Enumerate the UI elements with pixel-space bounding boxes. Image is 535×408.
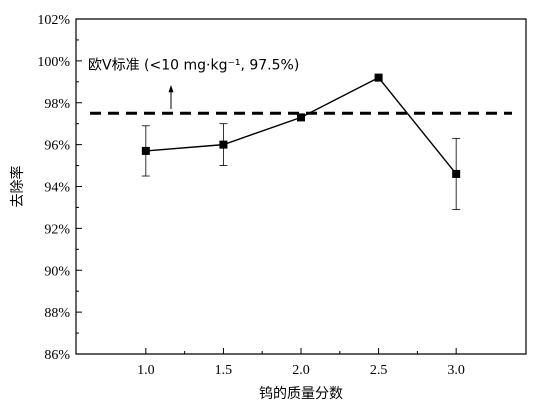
y-tick-label: 102% — [37, 13, 70, 28]
y-tick-label: 98% — [44, 97, 70, 112]
y-tick-label: 88% — [44, 306, 70, 321]
data-point — [452, 169, 461, 178]
axes: 86% 88% 90% 92% 94% 96% 98% 100% 102% 1.0 1.5 2.0 2… — [37, 13, 527, 378]
up-arrow-icon — [168, 84, 174, 110]
data-point — [219, 140, 228, 149]
x-tick-label: 1.0 — [137, 363, 155, 378]
x-ticks: 1.0 1.5 2.0 2.5 3.0 — [137, 348, 465, 378]
x-tick-label: 3.0 — [447, 363, 465, 378]
y-tick-label: 92% — [44, 222, 70, 237]
y-ticks: 86% 88% 90% 92% 94% 96% 98% 100% 102% — [37, 13, 82, 363]
plot-frame — [75, 18, 527, 355]
arrow-head — [168, 84, 174, 93]
data-point — [141, 146, 150, 155]
x-tick-label: 2.5 — [370, 363, 388, 378]
x-tick-label: 1.5 — [215, 363, 233, 378]
series-group — [141, 73, 461, 210]
y-tick-label: 96% — [44, 139, 70, 154]
data-point — [297, 113, 305, 122]
reference-label: 欧Ⅴ标准 (<10 mg·kg⁻¹, 97.5%) — [88, 57, 299, 73]
data-point — [374, 73, 383, 82]
y-tick-label: 94% — [44, 181, 70, 196]
x-tick-label: 2.0 — [292, 363, 310, 378]
reference-standard: 欧Ⅴ标准 (<10 mg·kg⁻¹, 97.5%) — [88, 57, 512, 115]
y-axis-title: 去除率 — [9, 166, 26, 208]
x-axis-title: 钨的质量分数 — [259, 386, 343, 402]
series-line — [145, 76, 457, 175]
y-tick-label: 90% — [44, 264, 70, 279]
y-tick-label: 100% — [37, 55, 70, 70]
y-tick-label: 86% — [44, 348, 70, 363]
